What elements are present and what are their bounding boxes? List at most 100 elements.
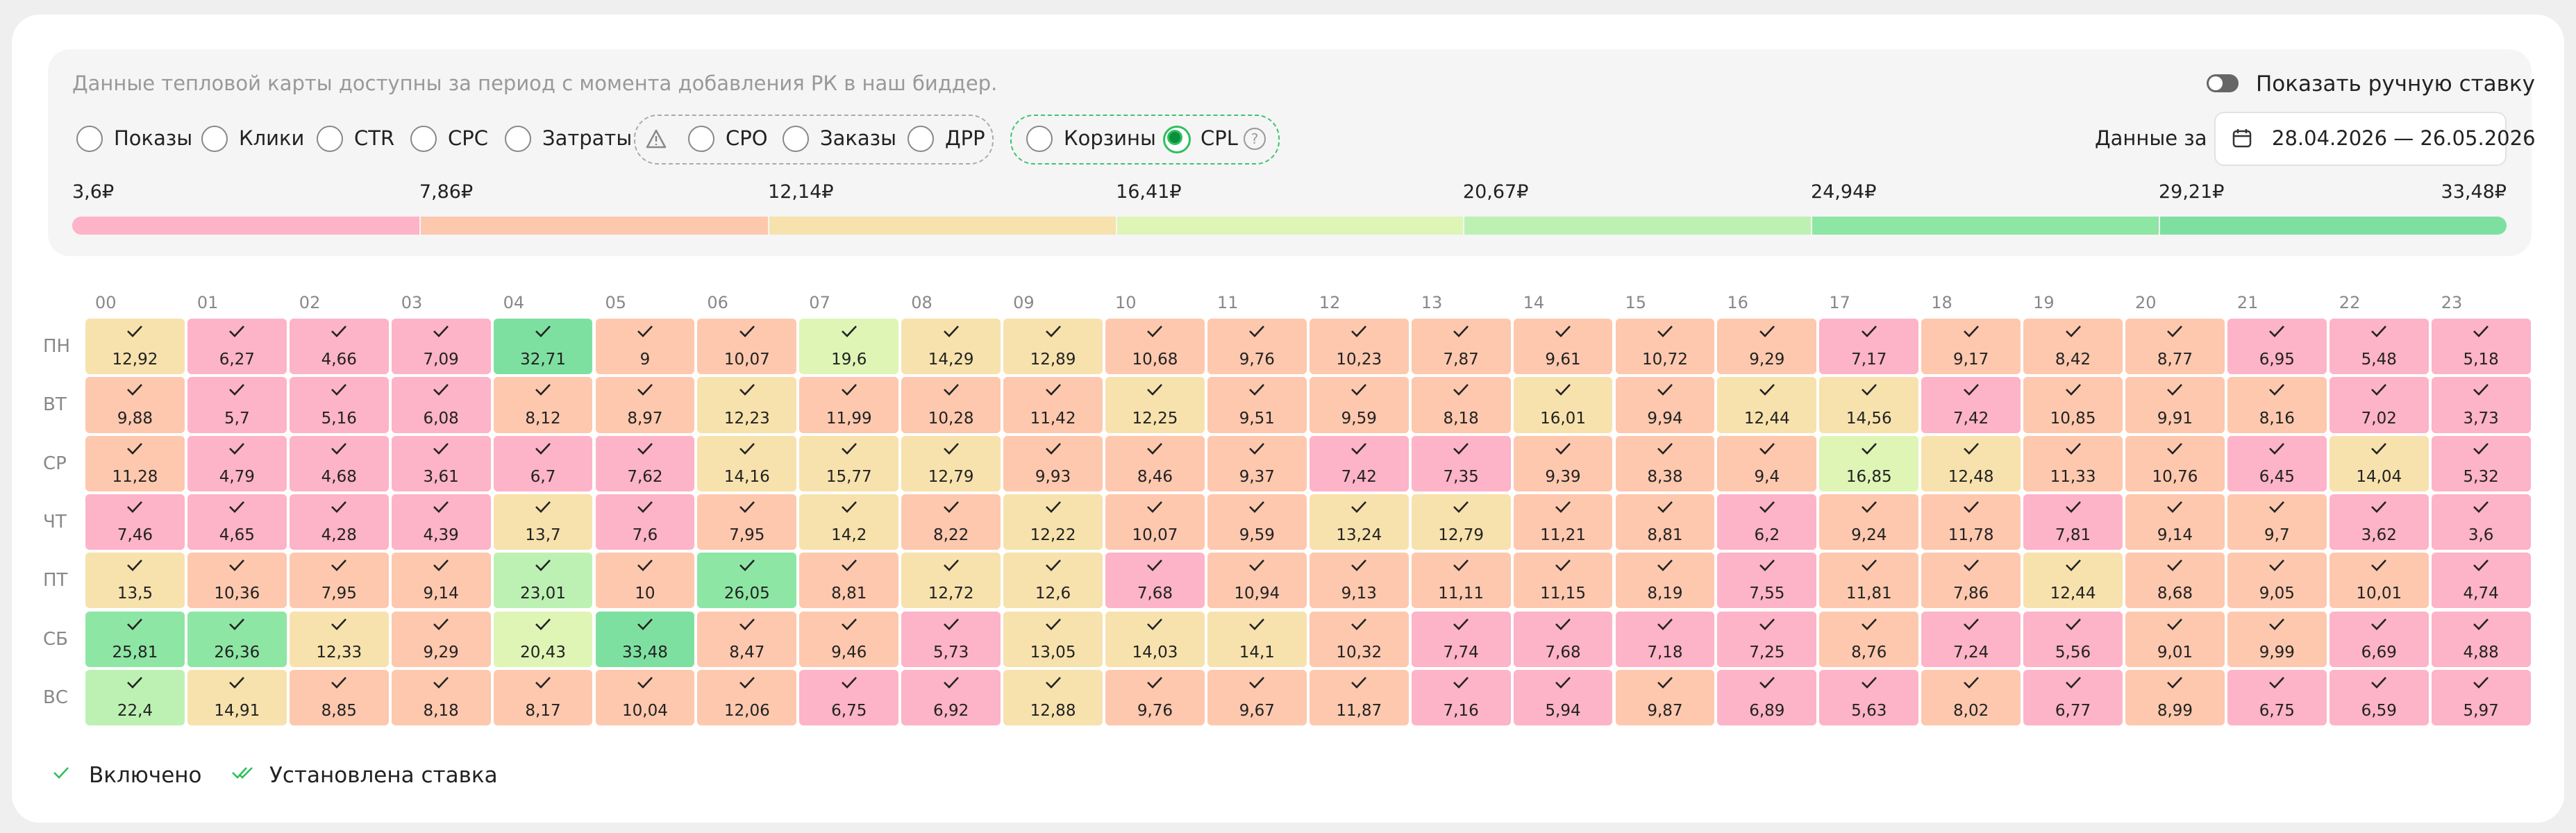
heat-cell[interactable]: 13,05 — [1003, 611, 1103, 667]
heat-cell[interactable]: 10,01 — [2329, 553, 2429, 609]
heat-cell[interactable]: 8,22 — [901, 494, 1001, 550]
heat-cell[interactable]: 3,62 — [2329, 494, 2429, 550]
heat-cell[interactable]: 4,65 — [187, 494, 287, 550]
filter-label[interactable]: CPL — [1201, 126, 1238, 150]
heat-cell[interactable]: 9,76 — [1105, 669, 1205, 726]
heat-cell[interactable]: 6,45 — [2227, 435, 2327, 491]
heat-cell[interactable]: 26,36 — [187, 611, 287, 667]
heat-cell[interactable]: 6,75 — [2227, 669, 2327, 726]
heat-cell[interactable]: 9,39 — [1513, 435, 1613, 491]
heat-cell[interactable]: 9,01 — [2125, 611, 2225, 667]
heat-cell[interactable]: 13,24 — [1309, 494, 1409, 550]
heat-cell[interactable]: 5,7 — [187, 377, 287, 433]
heat-cell[interactable]: 8,68 — [2125, 553, 2225, 609]
heat-cell[interactable]: 8,99 — [2125, 669, 2225, 726]
radio[interactable] — [201, 126, 228, 152]
filter-label[interactable]: ДРР — [945, 126, 985, 150]
heat-cell[interactable]: 8,17 — [493, 669, 593, 726]
heat-cell[interactable]: 9,4 — [1717, 435, 1817, 491]
heat-cell[interactable]: 9,61 — [1513, 319, 1613, 375]
heat-cell[interactable]: 7,16 — [1411, 669, 1511, 726]
filter-label[interactable]: Корзины — [1064, 126, 1156, 150]
heat-cell[interactable]: 7,25 — [1717, 611, 1817, 667]
heat-cell[interactable]: 8,76 — [1819, 611, 1919, 667]
heat-cell[interactable]: 3,73 — [2431, 377, 2531, 433]
heat-cell[interactable]: 25,81 — [85, 611, 185, 667]
heat-cell[interactable]: 7,86 — [1921, 553, 2021, 609]
heat-cell[interactable]: 5,48 — [2329, 319, 2429, 375]
heat-cell[interactable]: 4,74 — [2431, 553, 2531, 609]
heat-cell[interactable]: 12,23 — [697, 377, 797, 433]
heat-cell[interactable]: 9,94 — [1615, 377, 1715, 433]
heat-cell[interactable]: 12,48 — [1921, 435, 2021, 491]
heat-cell[interactable]: 10,28 — [901, 377, 1001, 433]
heat-cell[interactable]: 12,22 — [1003, 494, 1103, 550]
heat-cell[interactable]: 10,23 — [1309, 319, 1409, 375]
heat-cell[interactable]: 5,63 — [1819, 669, 1919, 726]
heat-cell[interactable]: 9,59 — [1207, 494, 1307, 550]
heat-cell[interactable]: 7,24 — [1921, 611, 2021, 667]
heat-cell[interactable]: 7,81 — [2023, 494, 2123, 550]
heat-cell[interactable]: 10,94 — [1207, 553, 1307, 609]
heat-cell[interactable]: 6,7 — [493, 435, 593, 491]
heat-cell[interactable]: 9,29 — [1717, 319, 1817, 375]
heat-cell[interactable]: 5,32 — [2431, 435, 2531, 491]
heat-cell[interactable]: 11,87 — [1309, 669, 1409, 726]
heat-cell[interactable]: 3,61 — [391, 435, 491, 491]
heat-cell[interactable]: 7,68 — [1513, 611, 1613, 667]
heat-cell[interactable]: 19,6 — [799, 319, 899, 375]
heat-cell[interactable]: 7,68 — [1105, 553, 1205, 609]
heat-cell[interactable]: 9,88 — [85, 377, 185, 433]
heat-cell[interactable]: 5,73 — [901, 611, 1001, 667]
heat-cell[interactable]: 7,55 — [1717, 553, 1817, 609]
heat-cell[interactable]: 14,03 — [1105, 611, 1205, 667]
heat-cell[interactable]: 6,69 — [2329, 611, 2429, 667]
heat-cell[interactable]: 7,74 — [1411, 611, 1511, 667]
heat-cell[interactable]: 8,47 — [697, 611, 797, 667]
heat-cell[interactable]: 3,6 — [2431, 494, 2531, 550]
heat-cell[interactable]: 14,2 — [799, 494, 899, 550]
heat-cell[interactable]: 8,77 — [2125, 319, 2225, 375]
heat-cell[interactable]: 8,18 — [1411, 377, 1511, 433]
heat-cell[interactable]: 10,07 — [697, 319, 797, 375]
heat-cell[interactable]: 4,39 — [391, 494, 491, 550]
filter-label[interactable]: Клики — [239, 126, 305, 150]
heat-cell[interactable]: 11,42 — [1003, 377, 1103, 433]
heat-cell[interactable]: 6,77 — [2023, 669, 2123, 726]
heat-cell[interactable]: 14,56 — [1819, 377, 1919, 433]
heat-cell[interactable]: 7,09 — [391, 319, 491, 375]
filter-label[interactable]: Заказы — [820, 126, 896, 150]
heat-cell[interactable]: 8,02 — [1921, 669, 2021, 726]
heat-cell[interactable]: 10,04 — [595, 669, 695, 726]
heat-cell[interactable]: 14,16 — [697, 435, 797, 491]
heat-cell[interactable]: 6,59 — [2329, 669, 2429, 726]
heat-cell[interactable]: 11,15 — [1513, 553, 1613, 609]
heat-cell[interactable]: 5,16 — [289, 377, 389, 433]
heat-cell[interactable]: 12,92 — [85, 319, 185, 375]
heat-cell[interactable]: 7,02 — [2329, 377, 2429, 433]
heat-cell[interactable]: 6,95 — [2227, 319, 2327, 375]
radio[interactable] — [908, 126, 934, 152]
heat-cell[interactable]: 7,62 — [595, 435, 695, 491]
heat-cell[interactable]: 5,94 — [1513, 669, 1613, 726]
heat-cell[interactable]: 5,18 — [2431, 319, 2531, 375]
filter-label[interactable]: CTR — [354, 126, 395, 150]
heat-cell[interactable]: 11,99 — [799, 377, 899, 433]
radio[interactable] — [317, 126, 343, 152]
radio[interactable] — [76, 126, 103, 152]
heat-cell[interactable]: 10,36 — [187, 553, 287, 609]
heat-cell[interactable]: 10,76 — [2125, 435, 2225, 491]
heat-cell[interactable]: 9,91 — [2125, 377, 2225, 433]
heat-cell[interactable]: 12,72 — [901, 553, 1001, 609]
heat-cell[interactable]: 8,46 — [1105, 435, 1205, 491]
heat-cell[interactable]: 4,66 — [289, 319, 389, 375]
heat-cell[interactable]: 23,01 — [493, 553, 593, 609]
heat-cell[interactable]: 14,91 — [187, 669, 287, 726]
radio[interactable] — [410, 126, 437, 152]
heat-cell[interactable]: 7,35 — [1411, 435, 1511, 491]
heat-cell[interactable]: 7,87 — [1411, 319, 1511, 375]
heat-cell[interactable]: 12,79 — [1411, 494, 1511, 550]
toggle[interactable] — [2207, 74, 2239, 92]
heat-cell[interactable]: 11,21 — [1513, 494, 1613, 550]
heat-cell[interactable]: 6,92 — [901, 669, 1001, 726]
